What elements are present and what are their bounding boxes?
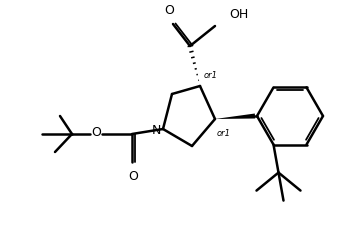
Text: or1: or1 <box>217 129 231 138</box>
Text: or1: or1 <box>204 71 218 80</box>
Text: OH: OH <box>229 8 248 21</box>
Text: O: O <box>91 127 101 139</box>
Text: N: N <box>151 124 161 136</box>
Text: O: O <box>164 4 174 17</box>
Polygon shape <box>215 113 255 119</box>
Text: O: O <box>128 170 138 183</box>
